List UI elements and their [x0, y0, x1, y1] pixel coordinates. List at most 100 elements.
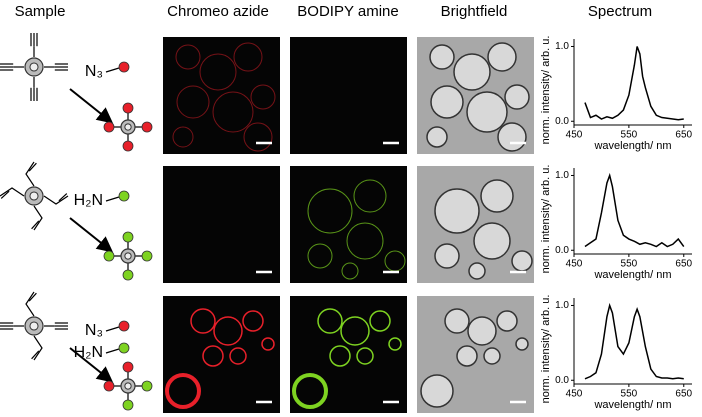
vesicle: [466, 91, 508, 133]
substituent: [141, 121, 153, 133]
column-header: Spectrum: [588, 3, 652, 20]
x-axis-label: wavelength/ nm: [593, 269, 671, 281]
vesicle: [176, 85, 210, 119]
vesicle: [317, 308, 343, 334]
vesicle: [483, 347, 501, 365]
reagent-label: N₃: [85, 322, 103, 339]
vesicle: [426, 126, 448, 148]
column-header: Brightfield: [441, 3, 508, 20]
micrograph: [163, 296, 280, 413]
vesicle: [388, 337, 402, 351]
vesicle: [504, 84, 530, 110]
double-bond: [58, 193, 68, 202]
substituent: [122, 102, 134, 114]
double-bond: [31, 350, 40, 360]
axis-spine: [573, 298, 692, 385]
x-axis-label: wavelength/ nm: [593, 140, 671, 152]
x-tick-label: 550: [621, 130, 638, 141]
micrograph: [290, 166, 407, 283]
x-axis-label: wavelength/ nm: [593, 399, 671, 411]
y-tick-label: 1.0: [555, 170, 569, 181]
vesicle: [353, 179, 387, 213]
reagent-group: [118, 190, 130, 202]
vinyl: [25, 291, 35, 317]
bond: [105, 196, 120, 202]
micrograph: [163, 166, 280, 283]
axis-spine: [573, 39, 692, 126]
y-axis-label: norm. intensity/ arb. u.: [540, 36, 552, 145]
substituent: [122, 231, 134, 243]
core-inner: [29, 191, 39, 201]
x-tick-label: 550: [621, 259, 638, 270]
y-axis-label: norm. intensity/ arb. u.: [540, 295, 552, 404]
y-tick-label: 1.0: [555, 300, 569, 311]
vesicle: [430, 85, 464, 119]
vesicle: [212, 91, 254, 133]
x-tick-label: 650: [675, 389, 692, 400]
vesicle: [434, 243, 460, 269]
substituent: [122, 269, 134, 281]
column-header: Chromeo azide: [167, 3, 269, 20]
substituent: [122, 399, 134, 411]
vesicle: [202, 345, 224, 367]
vesicle: [329, 345, 351, 367]
x-tick-label: 650: [675, 259, 692, 270]
bond: [105, 348, 120, 354]
vesicle: [190, 308, 216, 334]
vesicle: [199, 53, 237, 91]
vesicle: [420, 374, 454, 408]
core-inner: [124, 123, 132, 131]
spectrum-line: [584, 302, 684, 380]
column-header: Sample: [15, 3, 66, 20]
x-tick-label: 550: [621, 389, 638, 400]
vesicle: [487, 42, 517, 72]
x-tick-label: 450: [566, 259, 583, 270]
vesicle: [496, 310, 518, 332]
substituent: [122, 140, 134, 152]
vesicle: [453, 53, 491, 91]
core-inner: [29, 62, 39, 72]
vesicle: [480, 179, 514, 213]
reaction-arrow: [69, 347, 114, 383]
vesicle: [444, 308, 470, 334]
double-bond: [31, 220, 40, 230]
substituent: [103, 250, 115, 262]
double-bond: [28, 162, 37, 172]
vesicle: [468, 262, 486, 280]
vesicle: [233, 42, 263, 72]
substituent: [141, 250, 153, 262]
vesicle: [213, 316, 243, 346]
vesicle: [434, 188, 480, 234]
reagent-label: N₃: [85, 63, 103, 80]
vesicle: [242, 310, 264, 332]
bond: [105, 67, 120, 73]
vinyl: [25, 161, 35, 187]
vesicle: [307, 243, 333, 269]
y-tick-label: 0.0: [555, 116, 569, 127]
core-inner: [124, 252, 132, 260]
reagent-group: [118, 320, 130, 332]
vesicle: [292, 373, 328, 409]
vesicle: [473, 222, 511, 260]
core-inner: [29, 321, 39, 331]
substituent: [122, 361, 134, 373]
x-tick-label: 450: [566, 389, 583, 400]
substituent: [103, 380, 115, 392]
vesicle: [515, 337, 529, 351]
vesicle: [229, 347, 247, 365]
column-header: BODIPY amine: [297, 3, 398, 20]
reagent-group: [118, 342, 130, 354]
vesicle: [261, 337, 275, 351]
reagent-group: [118, 61, 130, 73]
vinyl: [0, 187, 25, 197]
substituent: [141, 380, 153, 392]
vesicle: [497, 122, 527, 152]
vinyl: [43, 195, 69, 205]
bond: [105, 326, 120, 332]
vesicle: [172, 126, 194, 148]
vesicle: [369, 310, 391, 332]
vesicle: [243, 122, 273, 152]
vesicle: [467, 316, 497, 346]
x-tick-label: 450: [566, 130, 583, 141]
